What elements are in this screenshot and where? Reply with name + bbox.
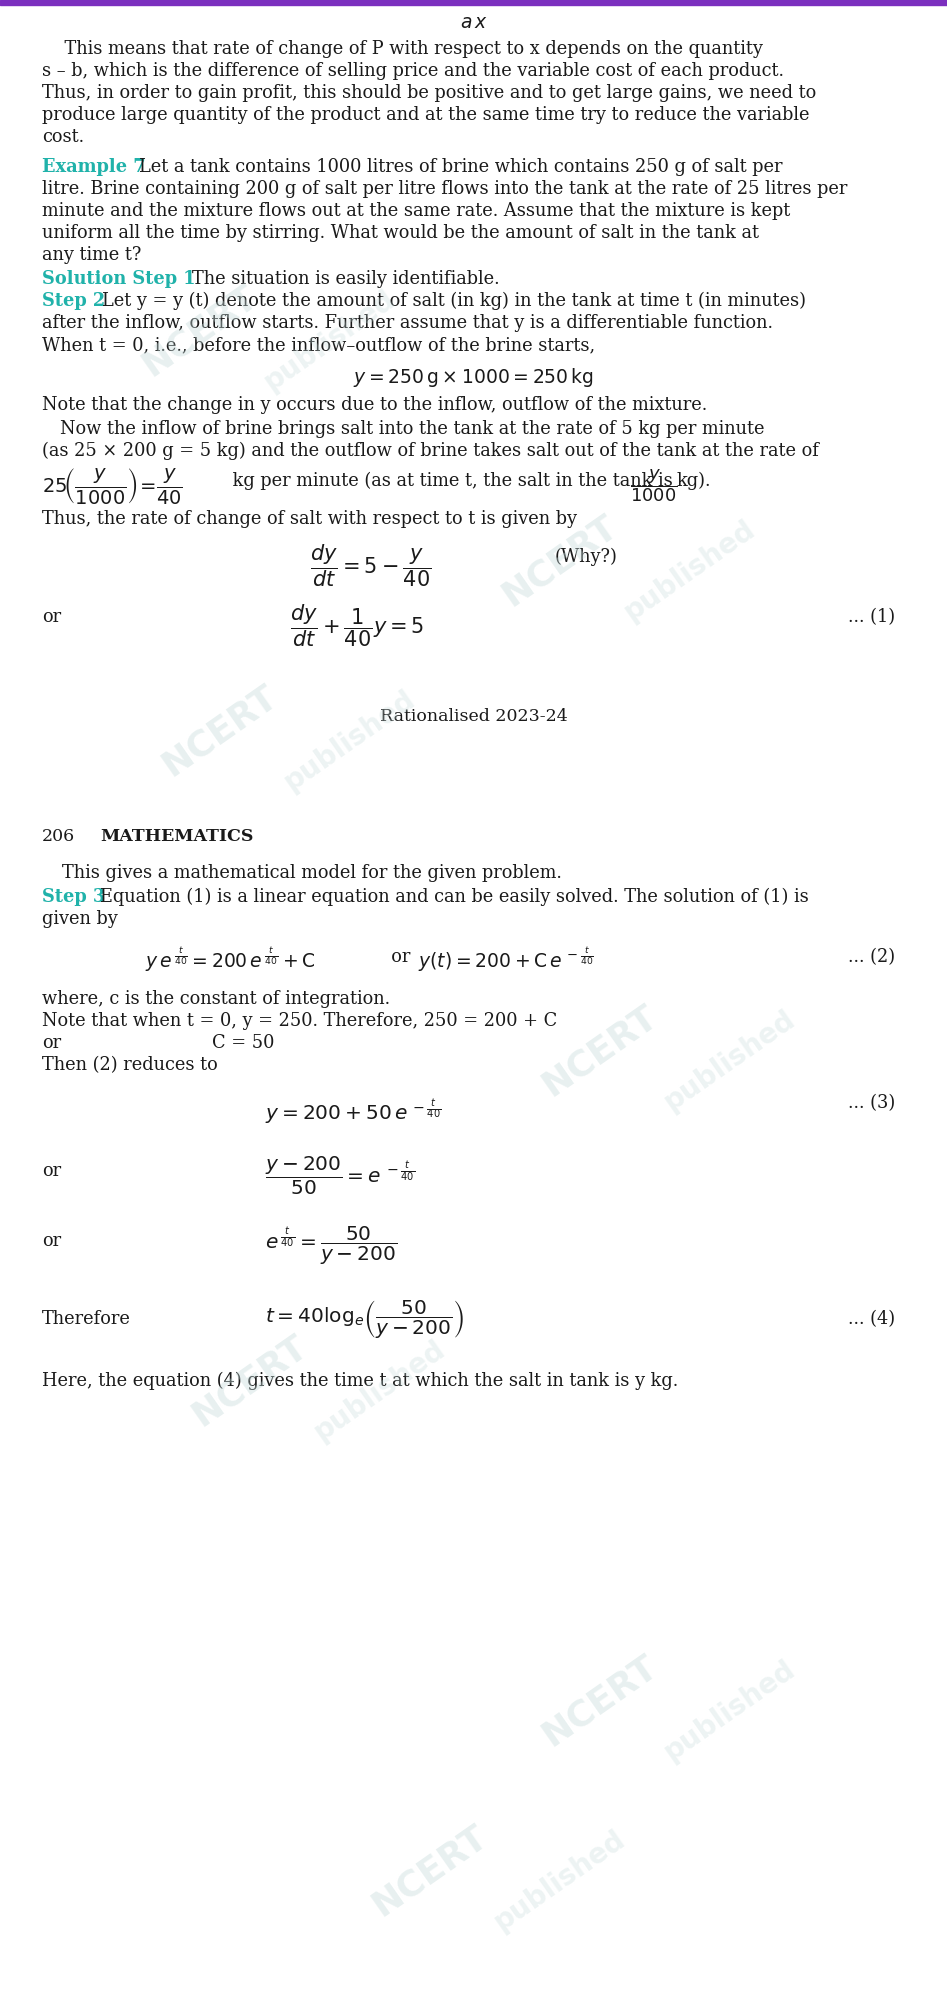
Text: any time t?: any time t? bbox=[42, 245, 141, 263]
Text: $\it{a}\,\it{x}$: $\it{a}\,\it{x}$ bbox=[459, 14, 488, 32]
Text: $y = 200 + 50\,e^{\,-\frac{t}{40}}$: $y = 200 + 50\,e^{\,-\frac{t}{40}}$ bbox=[265, 1097, 441, 1127]
Text: kg per minute (as at time t, the salt in the tank is: kg per minute (as at time t, the salt in… bbox=[227, 472, 678, 490]
Text: s – b, which is the difference of selling price and the variable cost of each pr: s – b, which is the difference of sellin… bbox=[42, 62, 784, 80]
Text: published: published bbox=[309, 1334, 451, 1446]
Text: The situation is easily identifiable.: The situation is easily identifiable. bbox=[192, 269, 500, 287]
Text: Now the inflow of brine brings salt into the tank at the rate of 5 kg per minute: Now the inflow of brine brings salt into… bbox=[60, 420, 764, 438]
Text: Therefore: Therefore bbox=[42, 1310, 131, 1328]
Text: NCERT: NCERT bbox=[536, 998, 664, 1101]
Text: Thus, in order to gain profit, this should be positive and to get large gains, w: Thus, in order to gain profit, this shou… bbox=[42, 84, 816, 102]
Text: given by: given by bbox=[42, 910, 117, 928]
Text: Example 7: Example 7 bbox=[42, 159, 152, 177]
Text: or: or bbox=[42, 1035, 62, 1053]
Text: NCERT: NCERT bbox=[136, 277, 264, 382]
Text: 206: 206 bbox=[42, 828, 75, 846]
Text: When t = 0, i.e., before the inflow–outflow of the brine starts,: When t = 0, i.e., before the inflow–outf… bbox=[42, 336, 595, 354]
Text: (as 25 × 200 g = 5 kg) and the outflow of brine takes salt out of the tank at th: (as 25 × 200 g = 5 kg) and the outflow o… bbox=[42, 442, 819, 460]
Text: $\dfrac{y}{1000}$: $\dfrac{y}{1000}$ bbox=[630, 468, 678, 504]
Text: or: or bbox=[42, 609, 62, 627]
Text: NCERT: NCERT bbox=[366, 1818, 494, 1923]
Text: published: published bbox=[259, 285, 401, 396]
Text: NCERT: NCERT bbox=[186, 1328, 314, 1432]
Text: minute and the mixture flows out at the same rate. Assume that the mixture is ke: minute and the mixture flows out at the … bbox=[42, 203, 790, 221]
Text: Rationalised 2023-24: Rationalised 2023-24 bbox=[380, 707, 567, 725]
Text: $t = 40\log_e\!\left(\dfrac{50}{y-200}\right)$: $t = 40\log_e\!\left(\dfrac{50}{y-200}\r… bbox=[265, 1300, 464, 1342]
Text: $e^{\,\frac{t}{40}} = \dfrac{50}{y-200}$: $e^{\,\frac{t}{40}} = \dfrac{50}{y-200}$ bbox=[265, 1225, 397, 1268]
Text: after the inflow, outflow starts. Further assume that y is a differentiable func: after the inflow, outflow starts. Furthe… bbox=[42, 313, 773, 331]
Text: $25\!\left(\dfrac{y}{1000}\right)\! =\! \dfrac{y}{40}$: $25\!\left(\dfrac{y}{1000}\right)\! =\! … bbox=[42, 466, 183, 506]
Text: or: or bbox=[42, 1161, 62, 1179]
Text: Let y = y (t) denote the amount of salt (in kg) in the tank at time t (in minute: Let y = y (t) denote the amount of salt … bbox=[102, 291, 806, 309]
Text: Then (2) reduces to: Then (2) reduces to bbox=[42, 1057, 218, 1075]
Text: Let a tank contains 1000 litres of brine which contains 250 g of salt per: Let a tank contains 1000 litres of brine… bbox=[139, 159, 782, 177]
Text: produce large quantity of the product and at the same time try to reduce the var: produce large quantity of the product an… bbox=[42, 106, 810, 125]
Text: MATHEMATICS: MATHEMATICS bbox=[100, 828, 254, 846]
Text: published: published bbox=[279, 685, 421, 796]
Text: or: or bbox=[380, 948, 421, 966]
Text: $y = 250\,\mathrm{g} \times 1000 = 250\,\mathrm{kg}$: $y = 250\,\mathrm{g} \times 1000 = 250\,… bbox=[353, 366, 594, 390]
Text: Equation (1) is a linear equation and can be easily solved. The solution of (1) : Equation (1) is a linear equation and ca… bbox=[100, 888, 809, 906]
Text: uniform all the time by stirring. What would be the amount of salt in the tank a: uniform all the time by stirring. What w… bbox=[42, 223, 759, 241]
Text: Note that the change in y occurs due to the inflow, outflow of the mixture.: Note that the change in y occurs due to … bbox=[42, 396, 707, 414]
Text: C = 50: C = 50 bbox=[212, 1035, 275, 1053]
Text: ... (2): ... (2) bbox=[848, 948, 895, 966]
Text: $\dfrac{dy}{dt} = 5 - \dfrac{y}{40}$: $\dfrac{dy}{dt} = 5 - \dfrac{y}{40}$ bbox=[310, 542, 431, 589]
Text: Step 2: Step 2 bbox=[42, 291, 112, 309]
Text: NCERT: NCERT bbox=[536, 1647, 664, 1752]
Text: Note that when t = 0, y = 250. Therefore, 250 = 200 + C: Note that when t = 0, y = 250. Therefore… bbox=[42, 1013, 557, 1031]
Text: This means that rate of change of P with respect to x depends on the quantity: This means that rate of change of P with… bbox=[42, 40, 763, 58]
Text: ... (3): ... (3) bbox=[848, 1095, 895, 1113]
Text: published: published bbox=[659, 1004, 801, 1115]
Text: Solution Step 1: Solution Step 1 bbox=[42, 269, 202, 287]
Text: Step 3: Step 3 bbox=[42, 888, 112, 906]
Text: Thus, the rate of change of salt with respect to t is given by: Thus, the rate of change of salt with re… bbox=[42, 510, 577, 528]
Text: ... (1): ... (1) bbox=[848, 609, 895, 627]
Text: $\dfrac{dy}{dt} + \dfrac{1}{40}y = 5$: $\dfrac{dy}{dt} + \dfrac{1}{40}y = 5$ bbox=[290, 603, 424, 649]
Text: This gives a mathematical model for the given problem.: This gives a mathematical model for the … bbox=[62, 864, 562, 882]
Text: kg).: kg). bbox=[677, 472, 711, 490]
Text: $y\,e^{\,\frac{t}{40}} = 200\,e^{\,\frac{t}{40}} + \mathrm{C}$: $y\,e^{\,\frac{t}{40}} = 200\,e^{\,\frac… bbox=[145, 946, 315, 974]
Bar bbox=[0, 0, 947, 4]
Text: Here, the equation (4) gives the time t at which the salt in tank is y kg.: Here, the equation (4) gives the time t … bbox=[42, 1372, 678, 1390]
Text: $\dfrac{y-200}{50} = e^{\,-\frac{t}{40}}$: $\dfrac{y-200}{50} = e^{\,-\frac{t}{40}}… bbox=[265, 1155, 415, 1197]
Text: where, c is the constant of integration.: where, c is the constant of integration. bbox=[42, 990, 390, 1009]
Text: litre. Brine containing 200 g of salt per litre flows into the tank at the rate : litre. Brine containing 200 g of salt pe… bbox=[42, 181, 848, 199]
Text: cost.: cost. bbox=[42, 129, 84, 147]
Text: published: published bbox=[619, 514, 761, 625]
Text: NCERT: NCERT bbox=[156, 679, 284, 782]
Text: published: published bbox=[489, 1824, 631, 1935]
Text: (Why?): (Why?) bbox=[555, 548, 617, 567]
Text: published: published bbox=[659, 1655, 801, 1766]
Text: ... (4): ... (4) bbox=[848, 1310, 895, 1328]
Text: or: or bbox=[42, 1232, 62, 1250]
Text: $y(t) = 200 + \mathrm{C}\,e^{\,-\frac{t}{40}}$: $y(t) = 200 + \mathrm{C}\,e^{\,-\frac{t}… bbox=[418, 946, 594, 974]
Text: NCERT: NCERT bbox=[496, 508, 624, 613]
